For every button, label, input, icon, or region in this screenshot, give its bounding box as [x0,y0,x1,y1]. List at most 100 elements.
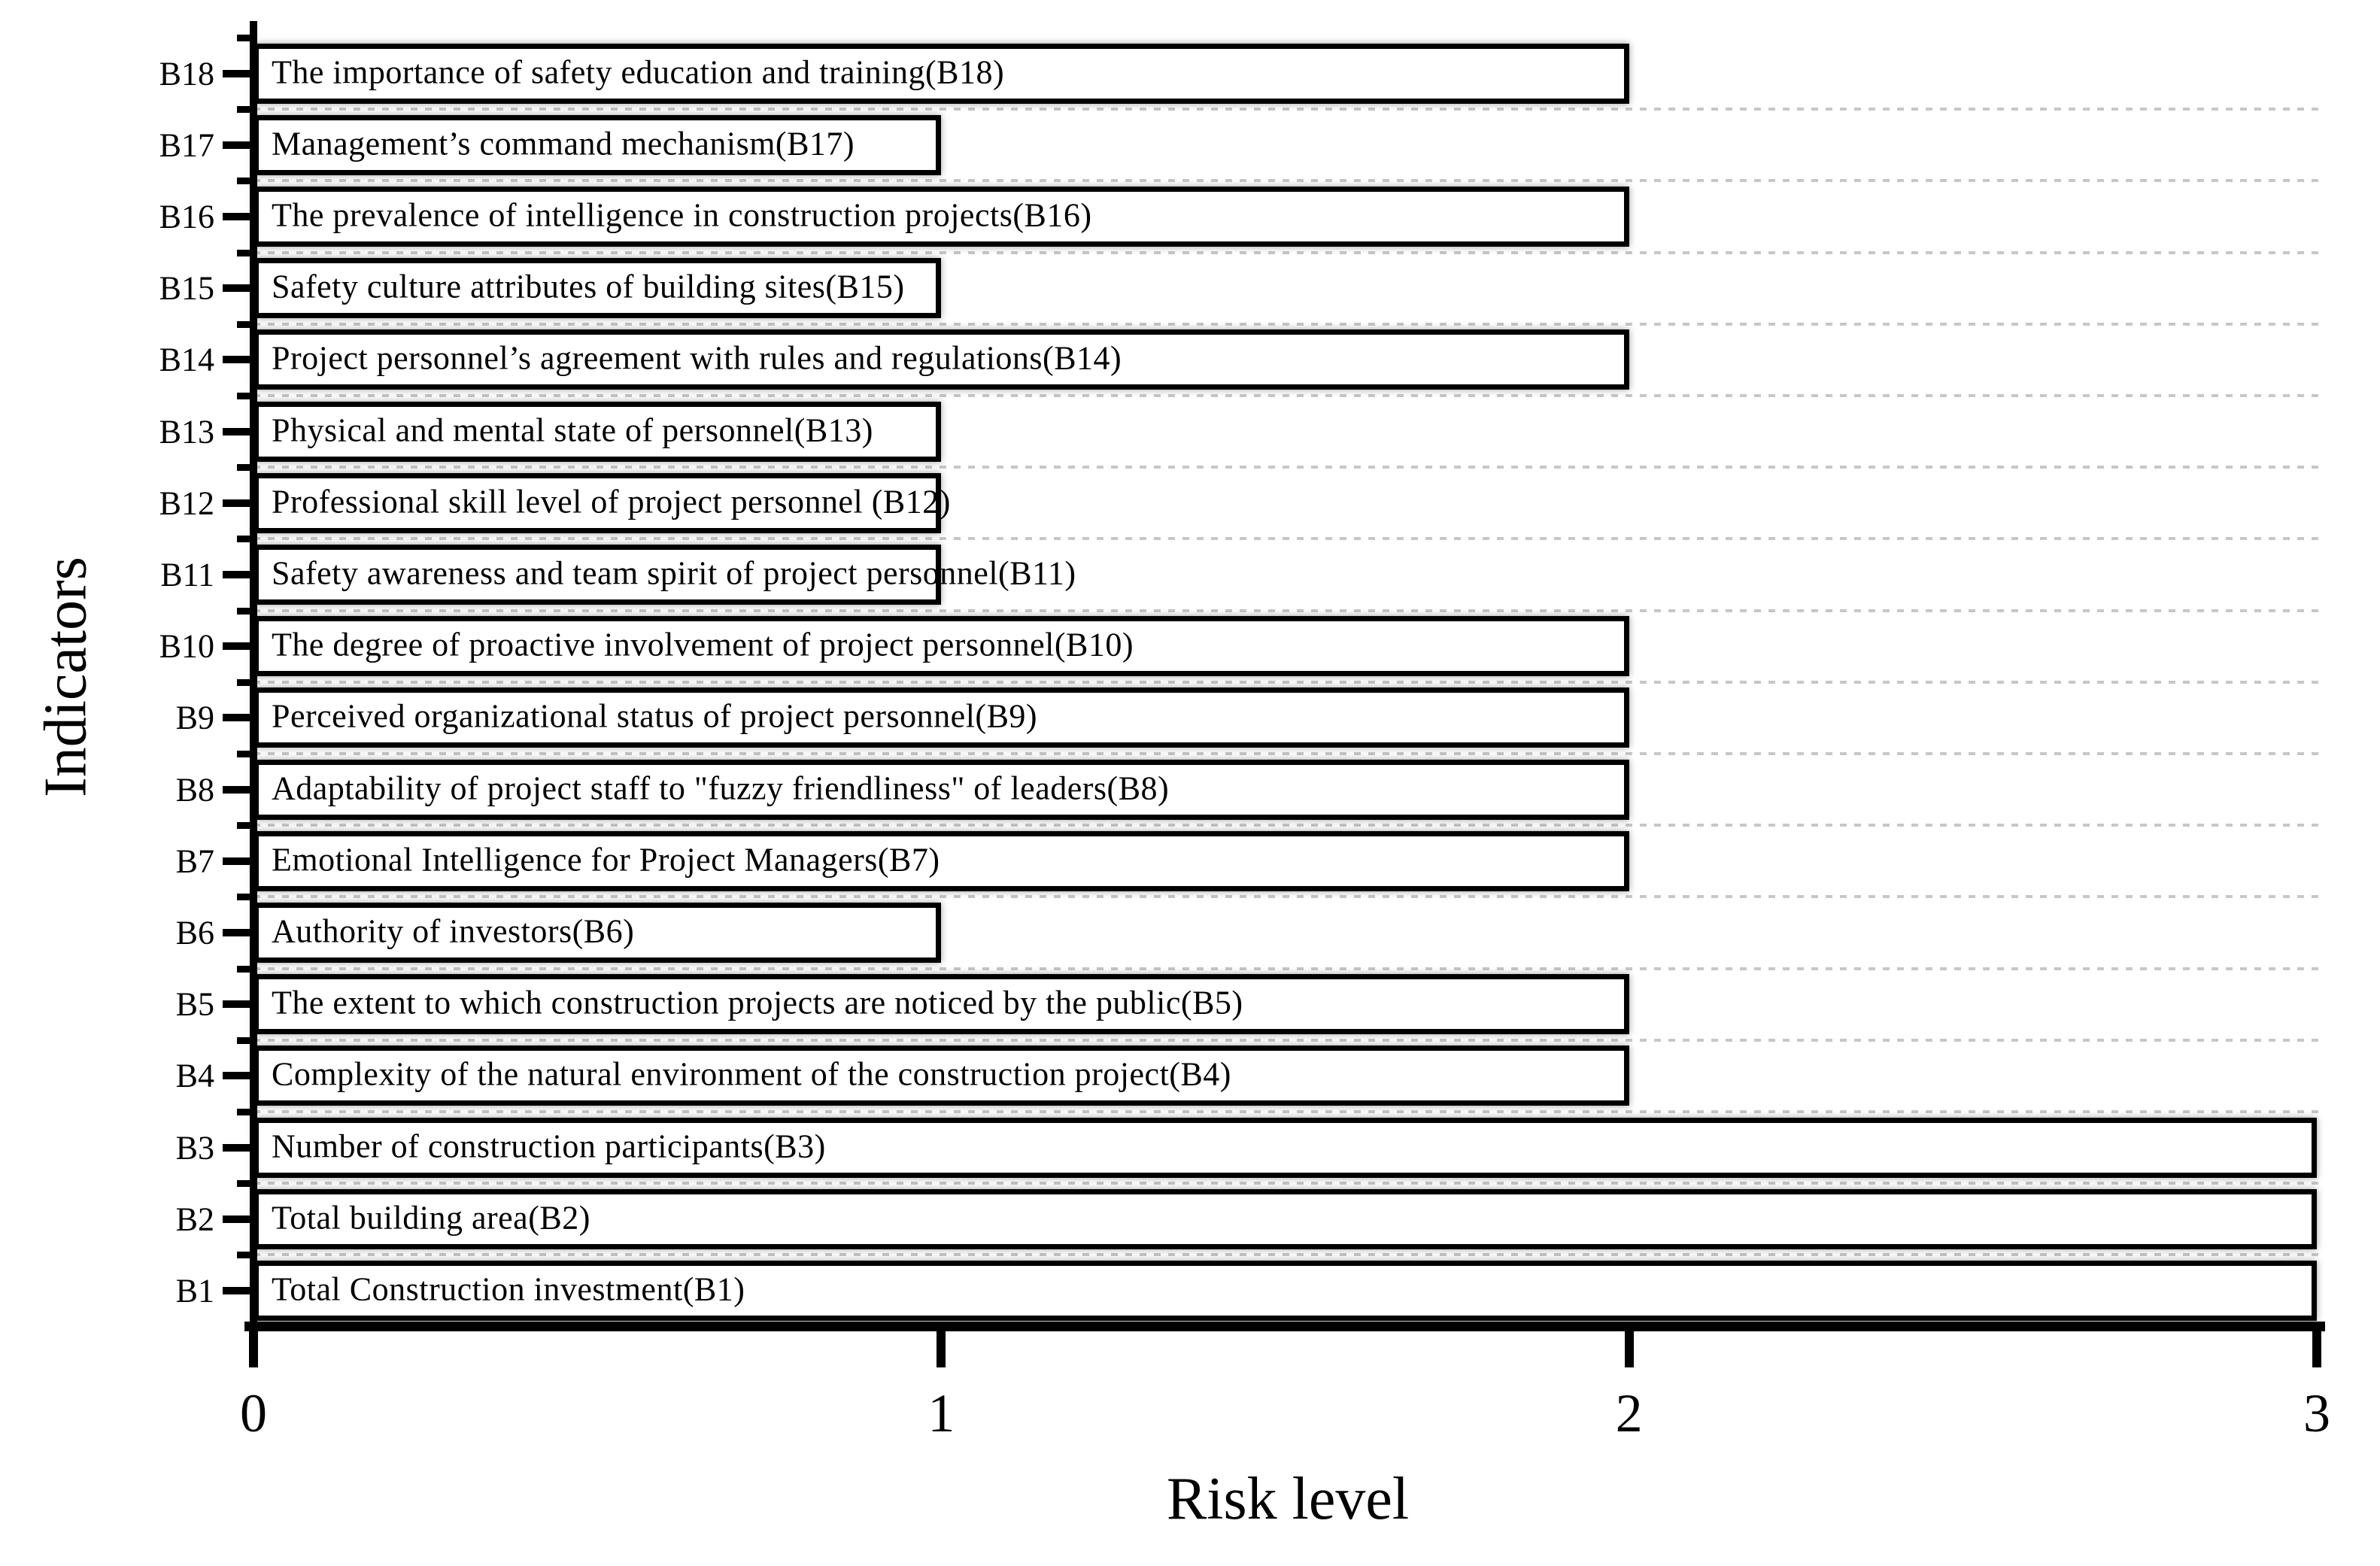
ytick-label-B14: B14 [159,341,214,378]
gridline [253,179,2318,183]
y-major-tick [223,857,253,865]
bar-B2 [253,1188,2317,1249]
y-minor-tick [237,822,253,830]
y-minor-tick [237,393,253,399]
y-minor-tick [237,965,253,973]
y-minor-tick [237,320,253,328]
gridline [253,108,2318,111]
y-minor-tick [237,106,253,114]
gridline [253,1182,2318,1185]
ytick-label-B11: B11 [160,556,214,593]
x-major-tick [937,1326,946,1367]
y-major-tick [223,284,253,293]
bar-B8 [253,759,1629,820]
xtick-label-1: 1 [927,1383,955,1443]
bar-text-B18: The importance of safety education and t… [272,53,1005,91]
y-major-tick [223,571,253,578]
gridline [253,1253,2318,1257]
ytick-label-B13: B13 [159,413,214,451]
gridline [253,967,2318,970]
y-minor-tick [237,464,253,472]
xtick-label-3: 3 [2303,1383,2330,1443]
y-minor-tick [237,178,253,185]
x-major-tick [1624,1326,1634,1367]
bar-text-B10: The degree of proactive involvement of p… [272,626,1134,663]
ytick-label-B10: B10 [159,627,214,665]
y-minor-tick [237,1252,253,1259]
gridline [253,250,2318,254]
y-major-tick [223,1000,253,1009]
y-minor-tick [237,536,253,543]
y-axis-line [250,21,257,1331]
ytick-label-B1: B1 [175,1272,214,1310]
bar-B3 [253,1117,2317,1178]
bar-B9 [253,687,1629,748]
ytick-label-B7: B7 [175,842,214,880]
x-axis-line [244,1322,2325,1331]
y-major-tick [223,213,253,220]
bar-text-B1: Total Construction investment(B1) [272,1270,745,1308]
y-major-tick [223,1143,253,1152]
ytick-label-B3: B3 [175,1129,214,1167]
y-major-tick [223,714,253,722]
bar-text-B8: Adaptability of project staff to "fuzzy … [272,769,1170,807]
bar-text-B14: Project personnel’s agreement with rules… [272,339,1122,377]
ytick-label-B18: B18 [159,55,214,93]
bar-B7 [253,830,1629,891]
ytick-label-B15: B15 [159,269,214,307]
y-minor-tick [237,894,253,901]
xtick-label-0: 0 [240,1383,267,1443]
y-minor-tick [237,607,253,615]
y-major-tick [223,141,253,149]
bar-B12 [253,472,942,533]
bar-text-B9: Perceived organizational status of proje… [272,697,1038,735]
bar-B13 [253,401,942,462]
gridline [253,466,2318,469]
bar-text-B13: Physical and mental state of personnel(B… [272,411,873,449]
gridline [253,895,2318,899]
ytick-label-B5: B5 [175,985,214,1023]
bar-B18 [253,43,1629,104]
bar-text-B17: Management’s command mechanism(B17) [272,125,855,162]
gridline [253,824,2318,827]
y-major-tick [223,1072,253,1080]
bar-text-B5: The extent to which construction project… [272,984,1243,1021]
gridline [253,680,2318,684]
ytick-label-B9: B9 [175,699,214,736]
bar-text-B4: Complexity of the natural environment of… [272,1055,1231,1093]
ytick-label-B8: B8 [175,771,214,809]
bar-text-B12: Professional skill level of project pers… [272,483,951,520]
bar-text-B16: The prevalence of intelligence in constr… [272,196,1092,234]
y-major-tick [223,785,253,794]
bar-text-B6: Authority of investors(B6) [272,912,635,950]
ytick-label-B17: B17 [159,126,214,164]
bar-B17 [253,114,942,175]
bar-text-B15: Safety culture attributes of building si… [272,268,905,305]
gridline [253,752,2318,755]
y-minor-tick [237,1109,253,1115]
y-major-tick [223,1215,253,1223]
bar-text-B2: Total building area(B2) [272,1199,590,1237]
gridline [253,1038,2318,1042]
gridline [253,608,2318,612]
y-minor-tick [237,249,253,256]
gridline [253,394,2318,397]
ytick-label-B12: B12 [159,484,214,522]
bar-B16 [253,187,1629,247]
gridline [253,322,2318,326]
y-minor-tick [237,35,253,41]
bar-text-B7: Emotional Intelligence for Project Manag… [272,841,940,879]
bar-B4 [253,1046,1629,1106]
y-minor-tick [237,678,253,686]
y-major-tick [223,642,253,651]
bar-B14 [253,329,1629,390]
y-minor-tick [237,751,253,757]
y-major-tick [223,69,253,77]
y-major-tick [223,1287,253,1294]
bar-text-B3: Number of construction participants(B3) [272,1127,826,1165]
bar-text-B11: Safety awareness and team spirit of proj… [272,554,1076,592]
y-major-tick [223,929,253,936]
ytick-label-B2: B2 [175,1200,214,1238]
y-major-tick [223,427,253,436]
